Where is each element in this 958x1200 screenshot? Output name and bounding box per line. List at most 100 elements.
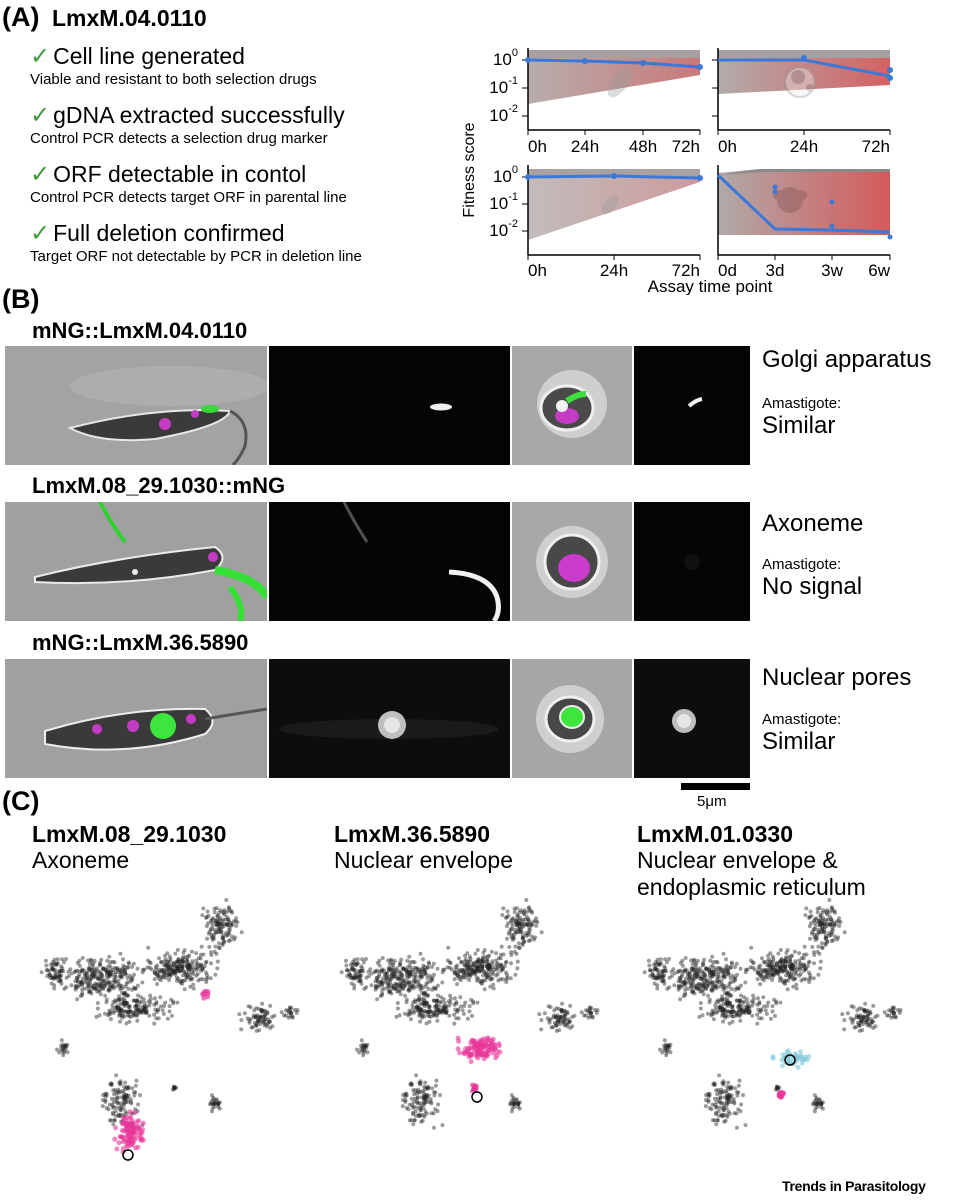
protein-point [714,1105,719,1110]
protein-point [198,956,203,961]
protein-point [426,1086,431,1091]
protein-point [354,975,359,980]
protein-point [171,999,176,1004]
protein-point [226,919,231,924]
protein-point [362,1044,367,1049]
protein-point [692,991,697,996]
protein-point [253,1015,258,1019]
protein-point [85,984,90,989]
protein-point [775,1086,780,1091]
protein-point [466,968,471,973]
protein-point [689,966,694,971]
protein-point [819,920,824,925]
protein-point [440,1123,445,1128]
protein-point [411,1110,415,1115]
protein-point [117,1090,122,1095]
protein-point [717,1005,722,1010]
protein-point [118,1101,123,1106]
protein-point [665,1047,669,1052]
protein-point [866,1011,871,1016]
protein-point [120,972,125,977]
protein-point [397,989,401,994]
micrograph-amastigote-mng [634,502,750,621]
protein-point [422,1093,427,1098]
protein-point [356,974,360,979]
protein-point [156,1007,161,1012]
protein-point [353,971,358,975]
protein-point [395,976,400,981]
protein-point [777,965,782,970]
protein-point [552,1020,557,1025]
protein-point [189,976,194,981]
protein-point [226,917,231,922]
protein-point [760,967,765,972]
highlight-point [125,1144,131,1150]
protein-point [467,965,472,970]
protein-point [198,964,203,969]
protein-point [783,966,788,971]
protein-point [259,1008,264,1013]
protein-point [412,1118,417,1123]
protein-point [823,942,828,947]
protein-point [416,997,421,1002]
protein-point [512,949,517,954]
protein-point [678,961,683,965]
protein-point [818,966,823,971]
protein-point [364,1045,369,1050]
protein-point [117,970,121,974]
protein-point [709,987,714,992]
protein-point [718,966,723,971]
protein-point [216,1102,221,1107]
protein-point [435,966,440,971]
protein-point [572,1013,577,1018]
series-line [716,173,891,234]
protein-point [701,960,706,965]
ytick-label: 10-1 [489,191,518,213]
protein-point [116,981,121,986]
protein-point [113,975,118,980]
protein-point [714,1000,719,1005]
protein-point [719,1101,724,1106]
protein-point [776,969,781,974]
protein-point [694,965,699,970]
protein-point [423,970,428,975]
protein-point [777,969,782,974]
protein-point [77,983,82,988]
protein-point [168,972,173,977]
protein-point [112,1092,117,1097]
protein-point [807,924,812,929]
protein-point [162,972,166,977]
protein-point [215,966,220,971]
highlight-point [127,1125,133,1131]
protein-point [721,1107,726,1112]
protein-point [458,974,463,979]
protein-point [375,961,380,965]
protein-point [431,1010,436,1015]
protein-point [97,969,102,974]
protein-point [721,1089,726,1094]
protein-point [417,983,422,988]
protein-point [211,1097,216,1102]
protein-point [388,980,393,985]
protein-point [211,1096,216,1100]
protein-point [184,971,189,976]
highlight-point [779,1092,785,1098]
protein-point [648,974,653,979]
protein-point [402,983,407,988]
protein-point [133,1083,138,1088]
protein-point [230,934,235,939]
protein-point [167,972,172,977]
protein-point [656,968,661,973]
protein-point [526,919,531,924]
protein-point [743,1123,748,1128]
protein-point [155,1008,160,1013]
protein-point [217,910,222,915]
protein-point [188,967,193,972]
protein-point [724,1101,729,1106]
protein-point [689,968,694,973]
protein-point [52,983,57,988]
protein-point [716,972,721,977]
protein-point [719,997,724,1002]
protein-point [124,972,129,977]
protein-point [716,1000,721,1004]
